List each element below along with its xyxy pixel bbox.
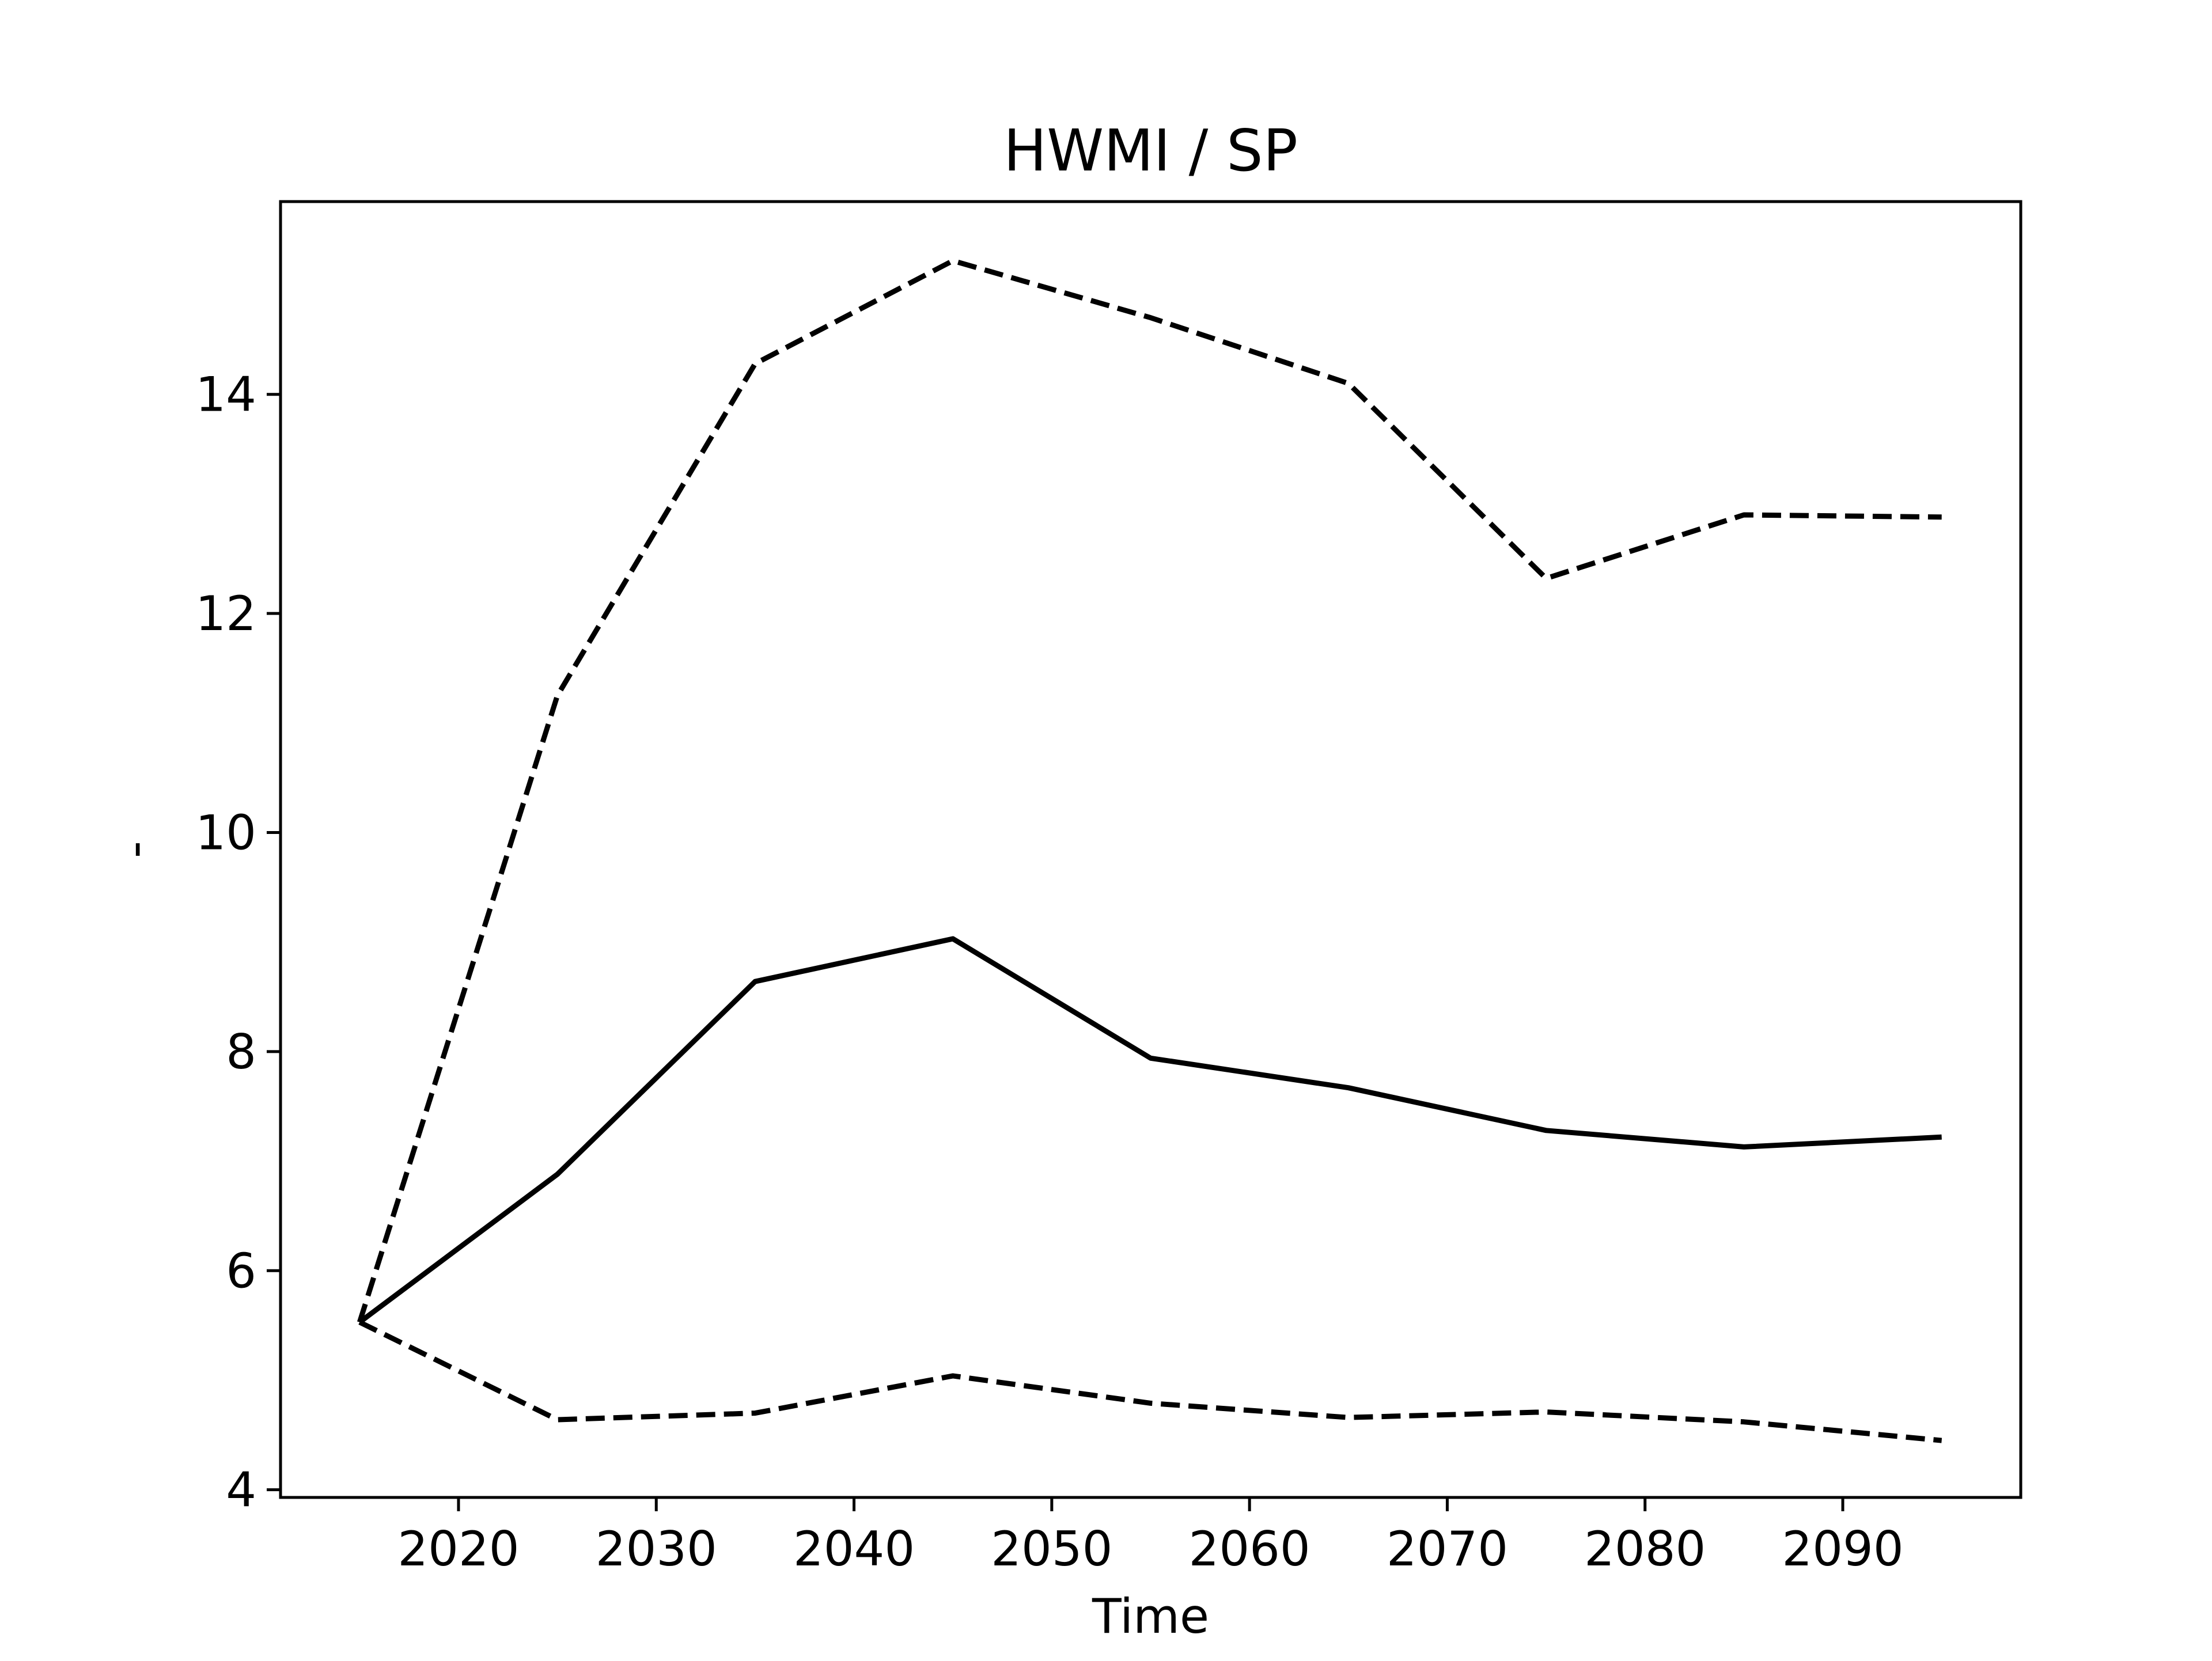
y-tick-label-12: 12 [195, 586, 256, 642]
y-tick-label-6: 6 [226, 1243, 256, 1299]
series-layer [357, 258, 1942, 1443]
y-tick-label-10: 10 [195, 805, 256, 861]
plot-area-frame [279, 200, 2022, 1499]
x-tick-label-2070: 2070 [1387, 1521, 1508, 1577]
y-tick-label-4: 4 [226, 1462, 256, 1518]
x-tick-label-2060: 2060 [1189, 1521, 1310, 1577]
y-axis-label: - [107, 841, 162, 858]
x-axis-label: Time [1092, 1588, 1209, 1644]
x-tick-label-2090: 2090 [1782, 1521, 1903, 1577]
x-tick-label-2050: 2050 [991, 1521, 1112, 1577]
chart-title: HWMI / SP [1003, 117, 1298, 184]
series-line-3 [358, 1319, 1942, 1443]
series-line-1 [358, 936, 1942, 1325]
x-axis-ticks: 2020 2030 2040 2050 2060 2070 2080 2090 [397, 1497, 1904, 1577]
y-axis-ticks: 4 6 8 10 12 14 [195, 367, 281, 1518]
x-tick-label-2080: 2080 [1584, 1521, 1706, 1577]
y-tick-label-14: 14 [195, 367, 256, 423]
series-line-2 [357, 258, 1942, 1324]
x-tick-label-2030: 2030 [596, 1521, 717, 1577]
y-tick-label-8: 8 [226, 1024, 256, 1080]
x-tick-label-2040: 2040 [793, 1521, 915, 1577]
x-tick-label-2020: 2020 [397, 1521, 519, 1577]
